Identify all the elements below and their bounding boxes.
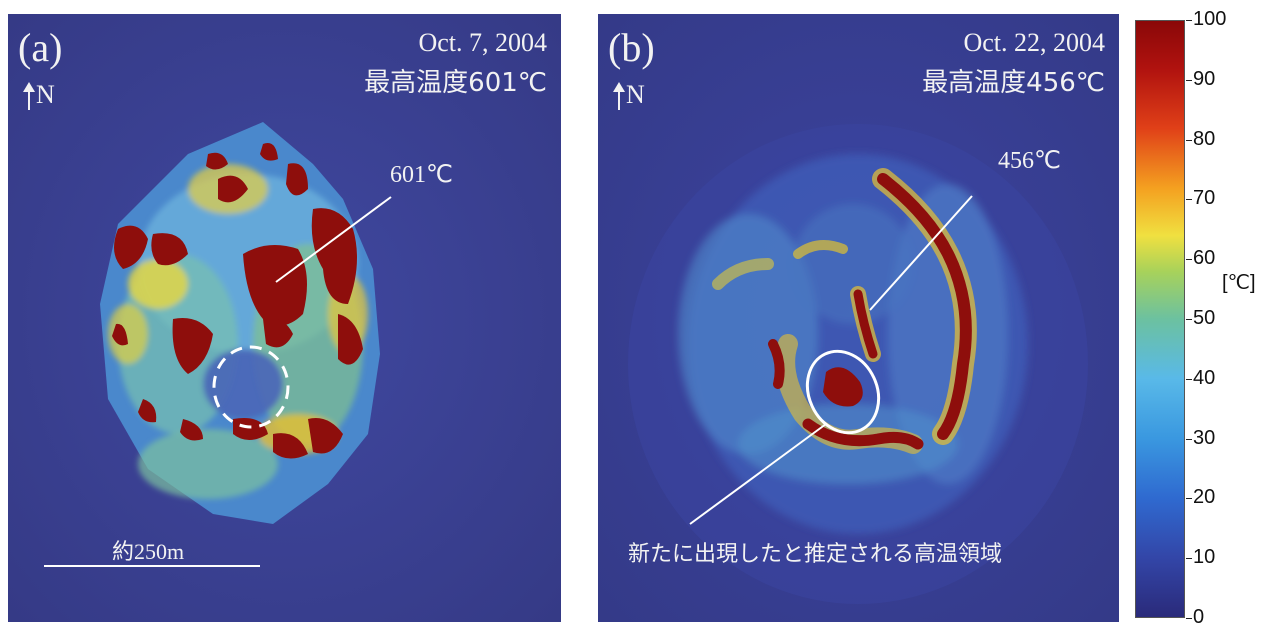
color-scale-tick	[1186, 20, 1192, 21]
max-temp-a: 最高温度601℃	[364, 68, 547, 98]
color-scale-tick	[1186, 199, 1192, 201]
color-scale-tick	[1186, 438, 1192, 440]
hot-spots-a	[112, 143, 363, 459]
color-scale-tick	[1186, 498, 1192, 500]
new-region-circle	[805, 349, 881, 435]
color-scale-tick-label: 20	[1193, 486, 1216, 509]
callout-label-b: 456℃	[998, 148, 1061, 174]
color-scale-tick	[1186, 139, 1192, 141]
color-scale-tick-label: 60	[1193, 247, 1216, 270]
color-scale-tick	[1186, 558, 1192, 560]
date-b: Oct. 22, 2004	[963, 28, 1105, 57]
color-scale-tick	[1186, 378, 1192, 380]
north-label: N	[626, 80, 645, 109]
thermal-image-a: (a) N Oct. 7, 2004 最高温度601℃ 601℃ 約250m	[8, 14, 561, 622]
panel-letter-a: (a)	[18, 25, 63, 70]
annotation-line-b	[689, 423, 827, 525]
thermal-map-b	[598, 14, 1119, 622]
color-scale-bar	[1135, 20, 1185, 618]
color-scale-tick-label: 0	[1193, 606, 1205, 628]
hot-spot-new	[823, 367, 863, 407]
color-scale-tick-label: 80	[1193, 127, 1216, 150]
callout-line-b	[869, 195, 973, 311]
color-scale-unit: [℃]	[1222, 272, 1256, 294]
dashed-region-circle	[212, 345, 290, 429]
color-scale-tick-label: 10	[1193, 546, 1216, 569]
color-scale-tick-label: 70	[1193, 187, 1216, 210]
callout-line-a	[275, 196, 392, 283]
color-scale-tick	[1186, 79, 1192, 81]
north-label: N	[36, 80, 55, 109]
north-arrow-icon	[612, 82, 626, 110]
color-scale-tick-label: 90	[1193, 67, 1216, 90]
callout-label-a: 601℃	[390, 162, 453, 188]
max-temp-b: 最高温度456℃	[922, 68, 1105, 98]
thermal-image-b: (b) N Oct. 22, 2004 最高温度456℃ 456℃ 新たに出現し…	[598, 14, 1119, 622]
thermal-map-a	[8, 14, 561, 622]
date-a: Oct. 7, 2004	[418, 28, 547, 57]
color-scale-tick-label: 30	[1193, 426, 1216, 449]
panel-letter-b: (b)	[608, 25, 655, 70]
color-scale-tick-label: 100	[1193, 8, 1227, 30]
color-scale-tick	[1186, 319, 1192, 320]
north-indicator-b: N	[612, 80, 645, 110]
north-indicator-a: N	[22, 80, 55, 110]
color-scale-tick-label: 40	[1193, 366, 1216, 389]
color-scale-tick	[1186, 259, 1192, 261]
scale-label: 約250m	[112, 539, 185, 564]
color-scale-tick	[1186, 618, 1192, 619]
color-scale-tick-label: 50	[1193, 307, 1216, 329]
north-arrow-icon	[22, 82, 36, 110]
annotation-label-b: 新たに出現したと推定される高温領域	[628, 542, 1003, 567]
